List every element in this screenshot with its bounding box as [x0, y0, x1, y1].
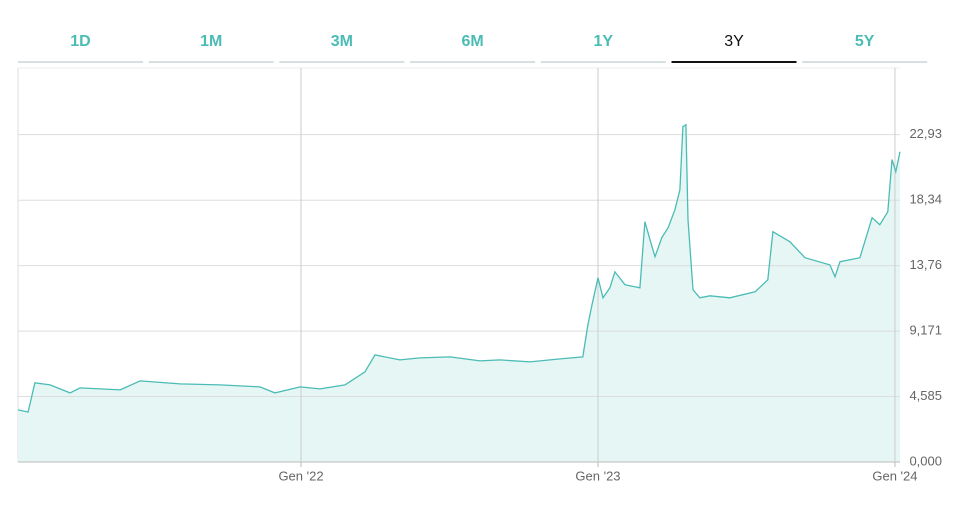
tab[interactable]: 3Y [724, 33, 744, 50]
line [17, 123, 901, 413]
y-tick-label: 18,34 [909, 192, 942, 207]
x-tick-label: Gen '22 [278, 468, 323, 483]
y-tick-label: 4,585 [909, 388, 942, 403]
tab[interactable]: 1Y [594, 33, 614, 50]
y-tick-label: 9,171 [909, 323, 942, 338]
tab[interactable]: 5Y [855, 33, 875, 50]
x-tick-label: Gen '24 [872, 468, 917, 483]
tab[interactable]: 1M [200, 33, 222, 50]
y-tick-label: 0,000 [909, 453, 942, 468]
x-tick-label: Gen '23 [575, 468, 620, 483]
tab[interactable]: 3M [331, 33, 353, 50]
y-tick-label: 13,76 [909, 257, 942, 272]
tab[interactable]: 1D [70, 33, 90, 50]
tab[interactable]: 6M [461, 33, 483, 50]
area [18, 124, 900, 462]
y-tick-label: 22,93 [909, 126, 942, 141]
